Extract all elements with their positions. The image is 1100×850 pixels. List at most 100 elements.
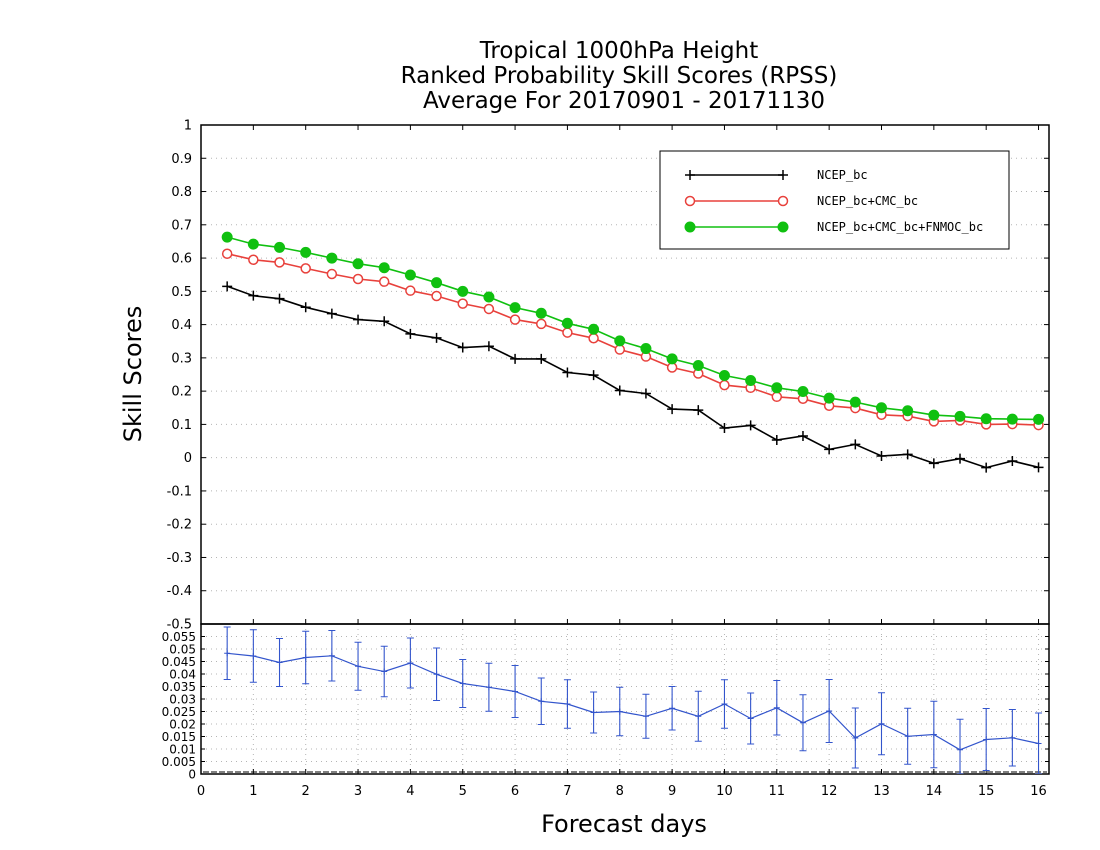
data-point [1007,455,1018,466]
x-tick-label: 12 [821,784,838,799]
data-point [352,273,364,285]
data-point [352,258,364,270]
data-point [326,252,338,264]
data-point [457,285,469,297]
data-point [1033,462,1044,473]
main-y-tick-label: 0 [184,451,192,466]
data-point [667,404,678,415]
spread-point [826,708,833,714]
spread-point [433,671,440,678]
series-2 [221,231,1045,425]
data-point [510,353,521,364]
data-point [535,318,547,330]
x-axis-title: Forecast days [541,810,707,838]
x-tick-label: 13 [873,784,890,799]
chart-title-line-2: Ranked Probability Skill Scores (RPSS) [401,63,838,89]
main-y-tick-label: 0.2 [171,385,192,400]
data-point [614,385,625,396]
legend-marker [778,170,788,180]
data-point [431,277,443,289]
data-point [326,268,338,280]
spread-point [1035,740,1042,747]
spread-y-tick-label: 0.01 [169,743,196,757]
data-point [379,316,390,327]
main-y-tick-label: -0.2 [167,518,192,533]
main-y-tick-label: 0.5 [171,285,192,300]
spread-point [852,735,859,741]
main-y-tick-label: 0.6 [171,252,192,267]
data-point [850,439,861,450]
x-tick-label: 3 [354,784,362,799]
data-point [562,327,573,338]
data-point [248,254,259,265]
spread-point [930,731,937,738]
data-point [771,435,782,446]
data-point [745,420,756,431]
spread-point [983,736,990,743]
data-point [561,317,573,329]
main-y-tick-label: 0.7 [171,218,192,233]
spread-point [590,709,597,716]
data-point [640,388,651,399]
data-point [247,238,259,250]
data-point [876,451,887,462]
series-0 [222,281,1044,473]
spread-point [459,680,466,687]
legend-box [659,150,1010,250]
data-point [849,396,861,408]
chart-title-line-3: Average For 20170901 - 20171130 [423,88,825,114]
data-point [378,262,390,274]
legend: NCEP_bc NCEP_bc+CMC_bc NCEP_bc+CMC_bc+FNMO… [659,150,1010,250]
spread-series [223,626,1043,774]
spread-point [616,708,623,715]
data-point [981,462,992,473]
data-point [902,405,914,417]
x-tick-label: 4 [406,784,414,799]
spread-point [904,733,911,740]
main-y-tick-label: 0.9 [171,152,192,167]
spread-point [878,720,885,727]
y-axis-title: Skill Scores [119,306,147,443]
main-series [221,231,1045,473]
main-y-tick-label: 0.3 [171,351,192,366]
series-line [226,285,1039,469]
data-point [222,281,233,292]
spread-point [381,668,388,675]
data-point [274,293,285,304]
x-tick-label: 7 [563,784,571,799]
spread-y-tick-label: 0.04 [169,668,196,682]
spread-line [227,652,1039,751]
legend-marker [684,221,696,233]
data-point [824,444,835,455]
data-point [562,367,573,378]
legend-marker [685,170,695,180]
data-point [718,369,730,381]
spread-point [250,653,257,659]
series-line [227,252,1039,426]
data-point [404,269,416,281]
data-point [405,328,416,339]
data-point [719,423,730,434]
x-tick-label: 9 [668,784,676,799]
data-point [535,307,547,319]
data-point [536,353,547,364]
legend-marker [684,195,696,207]
data-point [405,285,416,296]
data-point [771,391,783,403]
data-point [797,431,808,442]
main-y-tick-label: 1 [184,119,192,134]
data-point [719,379,730,391]
spread-panel-grid [201,624,1049,774]
spread-y-tick-label: 0.03 [169,693,196,707]
spread-point [276,659,283,666]
spread-y-tick-label: 0.045 [162,655,196,669]
series-1 [221,248,1044,431]
main-y-tick-label: -0.4 [167,584,192,599]
data-point [326,308,337,319]
spread-point [355,663,362,670]
chart-title-line-1: Tropical 1000hPa Height [479,38,759,64]
data-point [875,402,887,414]
spread-y-tick-label: 0.005 [162,755,196,769]
spread-y-tick-label: 0 [188,768,196,782]
spread-y-tick-label: 0.015 [162,730,196,744]
